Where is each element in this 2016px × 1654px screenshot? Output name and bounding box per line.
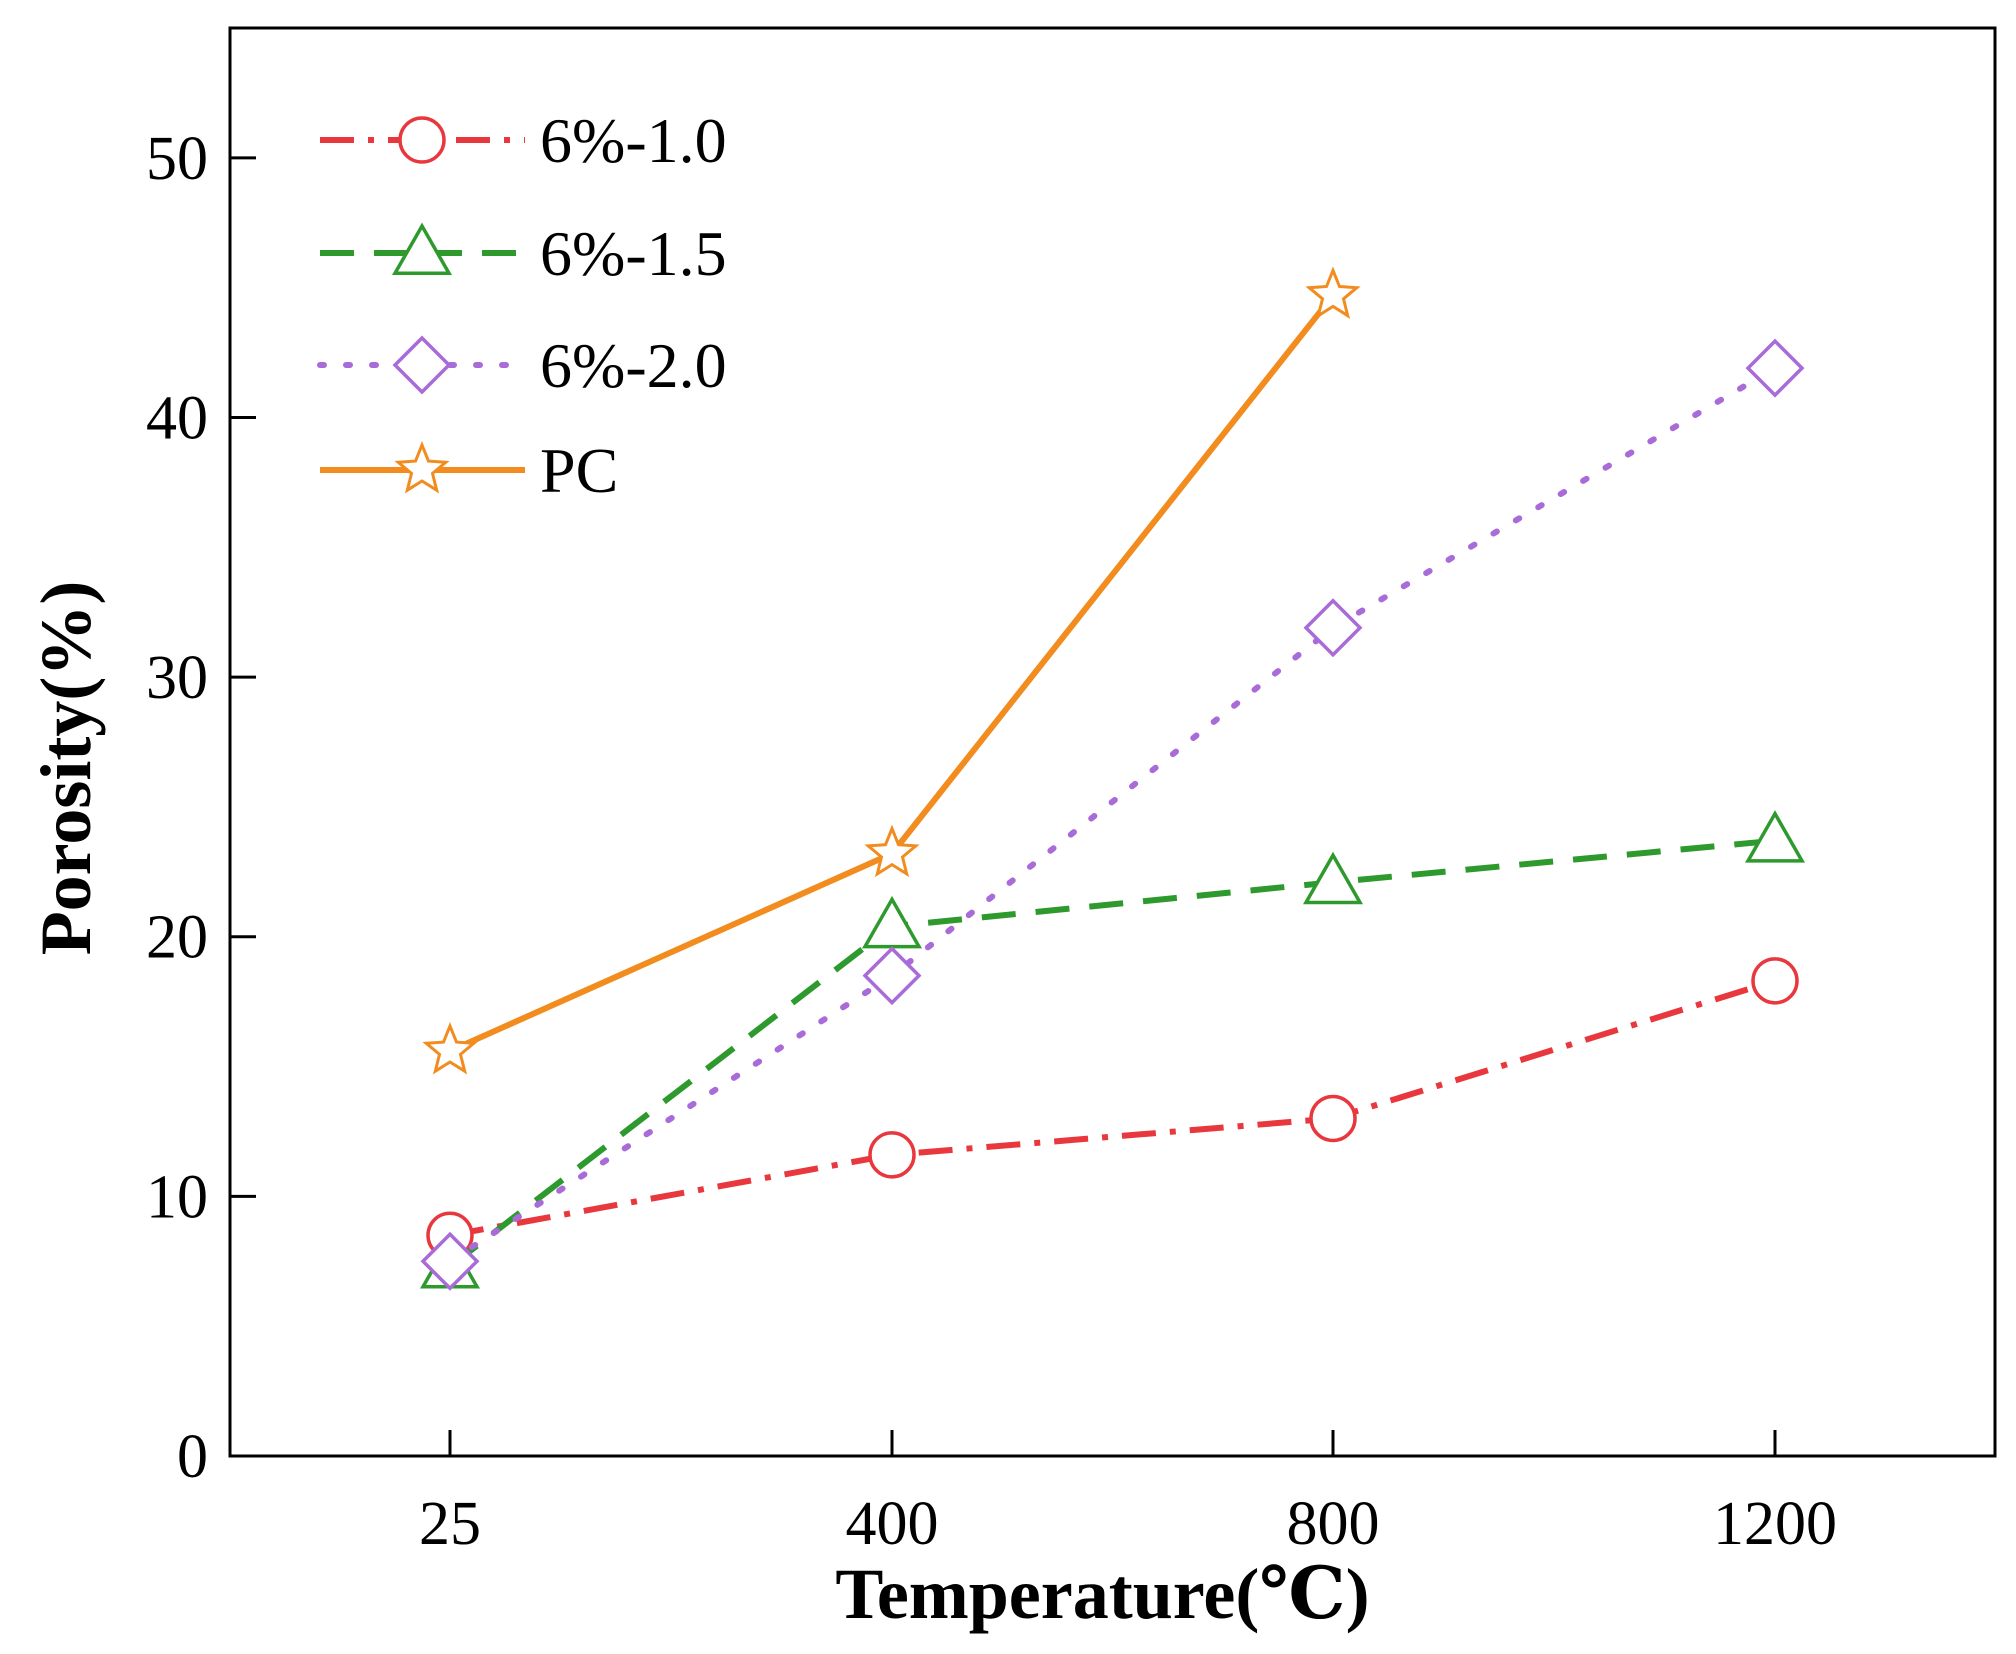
y-tick-label: 10 xyxy=(146,1163,208,1231)
axes: 0 10 20 30 40 50 25 400 800 1200 xyxy=(146,26,1997,1558)
series-line xyxy=(447,365,1778,1265)
series-line xyxy=(449,978,1776,1239)
x-tick-label: 400 xyxy=(846,1490,939,1558)
legend-entry: 6%-1.0 xyxy=(320,105,727,176)
data-point xyxy=(861,895,923,949)
y-axis-title: Porosity(%) xyxy=(26,581,106,956)
x-axis-title: Temperature(℃) xyxy=(835,1554,1369,1634)
series-3 xyxy=(422,266,1361,1075)
y-tick-label: 0 xyxy=(177,1423,208,1491)
legend-entry: PC xyxy=(320,435,618,506)
series-0 xyxy=(426,957,1799,1260)
y-tick-label: 30 xyxy=(146,644,208,712)
y-tick-label: 20 xyxy=(146,904,208,972)
legend: 6%-1.0 6%-1.5 6%-2.0 PC xyxy=(317,105,727,506)
x-tick-label: 25 xyxy=(419,1490,481,1558)
data-point xyxy=(422,1021,478,1075)
data-point xyxy=(1303,598,1363,658)
legend-label: 6%-1.0 xyxy=(540,105,727,176)
data-point xyxy=(1305,266,1361,319)
series-line xyxy=(448,837,1776,1269)
legend-label: 6%-2.0 xyxy=(540,330,727,401)
data-point xyxy=(1745,338,1805,398)
y-tick-label: 50 xyxy=(146,125,208,193)
legend-marker xyxy=(392,335,452,395)
series-layer xyxy=(419,266,1806,1291)
legend-marker xyxy=(394,440,450,494)
data-point xyxy=(868,1131,916,1179)
legend-marker xyxy=(398,116,446,164)
series-2 xyxy=(420,338,1805,1291)
x-tick-label: 1200 xyxy=(1713,1490,1837,1558)
legend-entry: 6%-1.5 xyxy=(320,218,727,289)
legend-label: 6%-1.5 xyxy=(540,218,727,289)
series-1 xyxy=(419,810,1806,1289)
data-point xyxy=(862,946,922,1006)
data-point xyxy=(1751,957,1799,1005)
y-tick-label: 40 xyxy=(146,384,208,452)
data-point xyxy=(420,1231,480,1291)
legend-label: PC xyxy=(540,435,618,506)
plot-frame xyxy=(228,26,1997,1458)
data-point xyxy=(1744,810,1806,863)
data-point xyxy=(1302,851,1364,905)
x-tick-label: 800 xyxy=(1287,1490,1380,1558)
data-point xyxy=(1309,1094,1357,1143)
data-point xyxy=(864,824,920,878)
legend-marker xyxy=(391,222,453,275)
legend-entry: 6%-2.0 xyxy=(317,330,727,401)
